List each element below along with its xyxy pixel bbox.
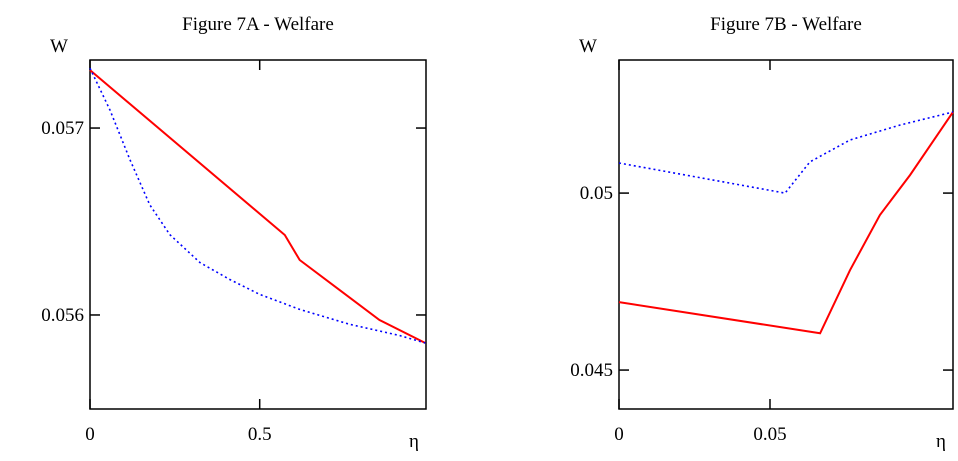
data-line bbox=[89, 67, 426, 344]
data-line bbox=[618, 111, 954, 194]
y-axis-label: W bbox=[50, 36, 68, 57]
plot-frame bbox=[618, 59, 954, 410]
x-tick-label: 0 bbox=[85, 424, 95, 445]
y-tick-label: 0.045 bbox=[570, 360, 613, 381]
data-line bbox=[618, 111, 954, 335]
y-tick-label: 0.05 bbox=[580, 183, 613, 204]
y-axis-label: W bbox=[579, 36, 597, 57]
chart-title: Figure 7B - Welfare bbox=[710, 14, 862, 35]
x-tick-label: 0 bbox=[614, 424, 624, 445]
data-line bbox=[89, 69, 426, 344]
x-axis-label: η bbox=[409, 431, 419, 452]
y-tick-label: 0.056 bbox=[41, 305, 84, 326]
chart-title: Figure 7A - Welfare bbox=[182, 14, 334, 35]
x-tick-label: 0.5 bbox=[248, 424, 272, 445]
x-axis-label: η bbox=[936, 431, 946, 452]
x-tick-label: 0.05 bbox=[753, 424, 786, 445]
y-tick-label: 0.057 bbox=[41, 118, 84, 139]
plot-frame bbox=[89, 59, 427, 410]
